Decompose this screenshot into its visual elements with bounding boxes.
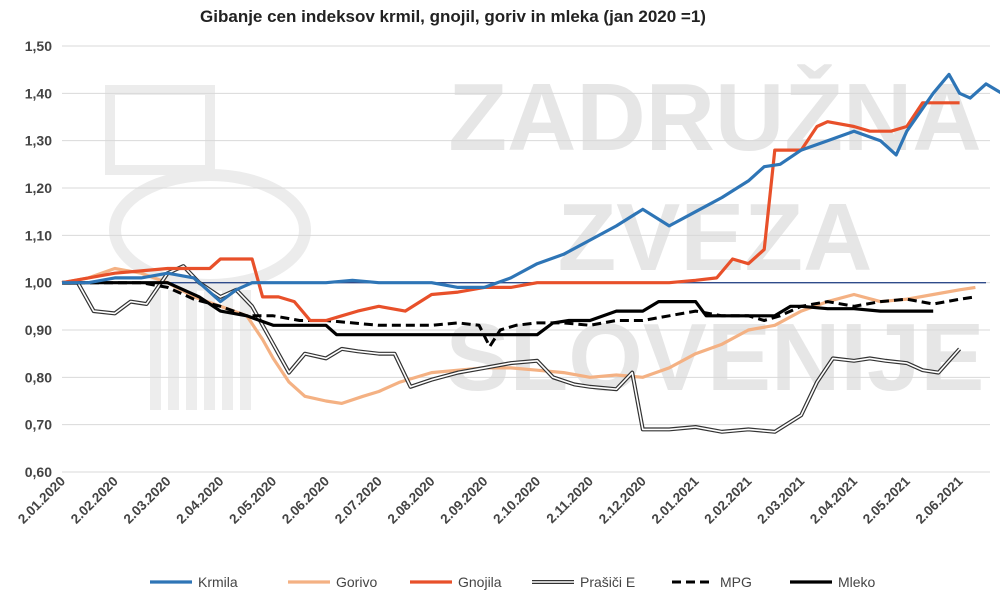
y-tick-label-5: 1,10: [25, 227, 52, 243]
emblem-ring: [109, 169, 311, 291]
x-tick-label-2: 2.03.2020: [121, 474, 174, 527]
watermark-emblem: [105, 85, 311, 410]
y-tick-label-9: 1,50: [25, 38, 52, 54]
legend-label-gnojila: Gnojila: [458, 574, 502, 590]
x-tick-label-8: 2.09.2020: [437, 474, 490, 527]
x-tick-label-12: 2.01.2021: [649, 473, 702, 526]
y-tick-label-6: 1,20: [25, 180, 52, 196]
emblem-bar-4: [222, 290, 233, 410]
x-tick-label-9: 2.10.2020: [490, 474, 543, 527]
x-tick-label-11: 2.12.2020: [596, 474, 649, 527]
x-tick-label-7: 2.08.2020: [385, 474, 438, 527]
series-mpg: [62, 281, 976, 349]
x-tick-label-10: 2.11.2020: [544, 474, 597, 527]
emblem-box: [105, 85, 215, 175]
x-tick-label-6: 2.07.2020: [332, 474, 385, 527]
legend-label-gorivo: Gorivo: [336, 574, 377, 590]
x-tick-label-14: 2.03.2021: [754, 473, 807, 526]
series-krmila: [62, 72, 1000, 304]
series-gnojila: [61, 101, 960, 323]
watermark-text-0: ZADRUŽNA: [448, 63, 981, 171]
x-tick-label-17: 2.06.2021: [913, 473, 966, 526]
y-axis-ticks: 0,60 0,70 0,80 0,90 1,00 1,10 1,20 1,30 1,40 1,50: [25, 38, 52, 480]
emblem-bar-5: [240, 290, 251, 410]
y-tick-label-0: 0,60: [25, 464, 52, 480]
x-axis-ticks: 2.01.2020 2.02.2020 2.03.2020 2.04.2020 2.05…: [15, 473, 966, 526]
legend-label-krmila: Krmila: [198, 574, 238, 590]
emblem-bar-0: [150, 290, 161, 410]
series-mleko: [62, 281, 934, 337]
chart-title: Gibanje cen indeksov krmil, gnojil, gori…: [200, 7, 706, 26]
y-tick-label-1: 0,70: [25, 417, 52, 433]
y-tick-label-7: 1,30: [25, 133, 52, 149]
y-tick-label-2: 0,80: [25, 369, 52, 385]
emblem-bar-1: [168, 290, 179, 410]
x-tick-label-16: 2.05.2021: [860, 473, 913, 526]
emblem-bar-2: [186, 290, 197, 410]
legend-label-pra-i-i-e: Prašiči E: [580, 574, 635, 590]
legend-label-mleko: Mleko: [838, 574, 876, 590]
series-lines: [61, 72, 1000, 434]
x-tick-label-1: 2.02.2020: [68, 474, 121, 527]
legend-label-mpg: MPG: [720, 574, 752, 590]
x-tick-label-0: 2.01.2020: [15, 474, 68, 527]
x-tick-label-3: 2.04.2020: [173, 474, 226, 527]
x-tick-label-4: 2.05.2020: [226, 474, 279, 527]
x-tick-label-5: 2.06.2020: [279, 474, 332, 527]
x-tick-label-15: 2.04.2021: [807, 473, 860, 526]
y-tick-label-8: 1,40: [25, 85, 52, 101]
emblem-bar-3: [204, 290, 215, 410]
y-tick-label-4: 1,00: [25, 275, 52, 291]
y-tick-label-3: 0,90: [25, 322, 52, 338]
legend: Krmila Gorivo Gnojila Prašiči E MPG Mleko: [150, 574, 876, 590]
x-tick-label-13: 2.02.2021: [701, 473, 754, 526]
watermark-text-2: SLOVENIJE: [446, 304, 985, 411]
